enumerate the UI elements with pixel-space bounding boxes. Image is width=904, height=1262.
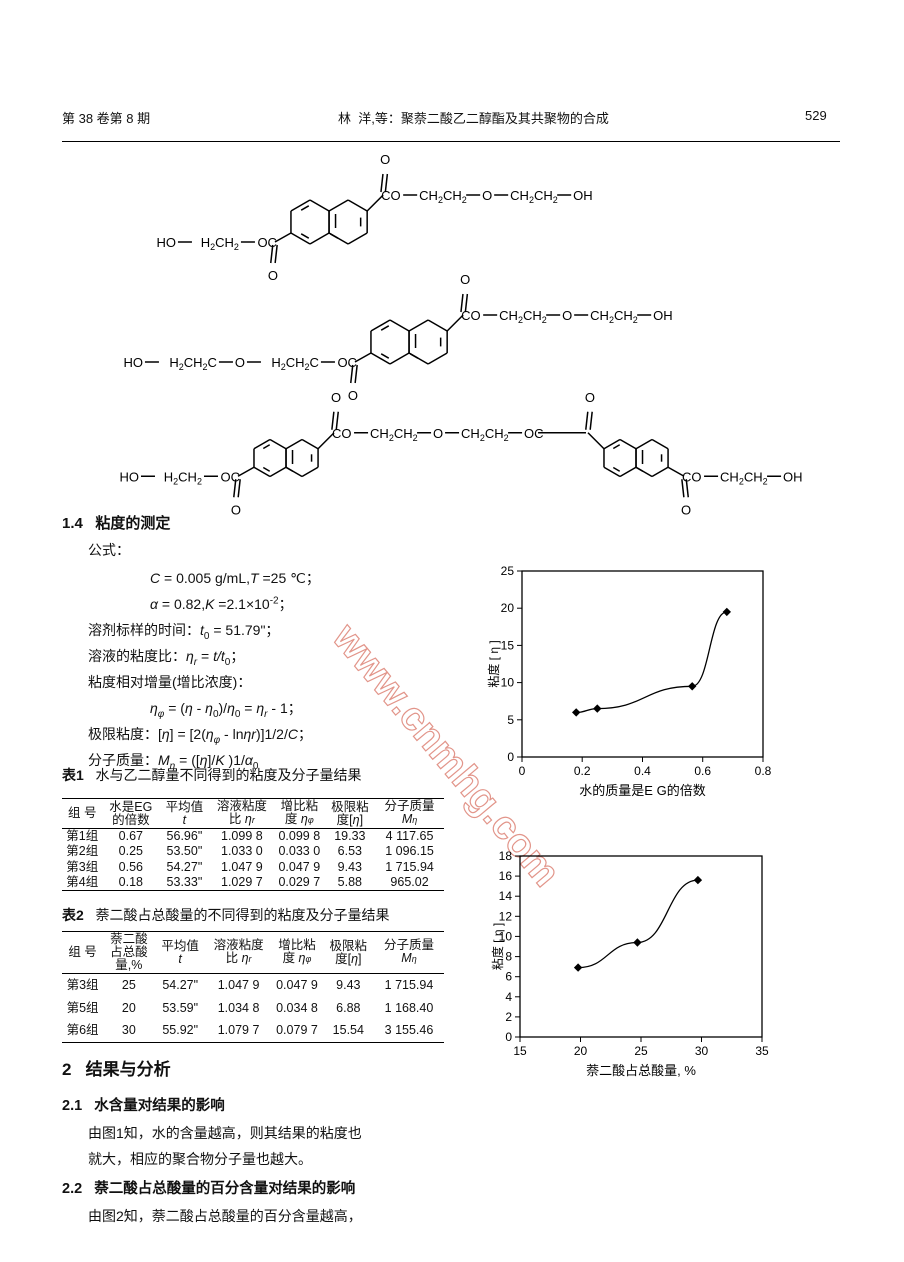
svg-text:0.4: 0.4 <box>634 764 651 778</box>
svg-text:粘度 [ η ]: 粘度 [ η ] <box>490 923 505 970</box>
svg-text:6: 6 <box>505 970 512 984</box>
svg-text:0.2: 0.2 <box>574 764 591 778</box>
svg-text:25: 25 <box>501 564 515 578</box>
svg-text:20: 20 <box>501 601 515 615</box>
svg-text:2: 2 <box>505 1010 512 1024</box>
svg-text:0: 0 <box>507 750 514 764</box>
svg-text:20: 20 <box>574 1044 588 1058</box>
svg-text:萘二酸占总酸量, %: 萘二酸占总酸量, % <box>586 1063 696 1078</box>
svg-text:0: 0 <box>505 1030 512 1044</box>
svg-text:10: 10 <box>501 676 515 690</box>
svg-text:35: 35 <box>755 1044 769 1058</box>
svg-text:15: 15 <box>513 1044 527 1058</box>
svg-text:水的质量是E G的倍数: 水的质量是E G的倍数 <box>579 783 705 798</box>
svg-text:15: 15 <box>501 638 515 652</box>
svg-text:18: 18 <box>499 849 513 863</box>
svg-text:粘度 [ η ]: 粘度 [ η ] <box>486 640 501 687</box>
svg-text:4: 4 <box>505 990 512 1004</box>
svg-text:12: 12 <box>499 909 513 923</box>
svg-text:14: 14 <box>499 889 513 903</box>
svg-text:0: 0 <box>519 764 526 778</box>
svg-text:25: 25 <box>634 1044 648 1058</box>
svg-text:8: 8 <box>505 950 512 964</box>
svg-text:5: 5 <box>507 713 514 727</box>
svg-text:16: 16 <box>499 869 513 883</box>
svg-text:0.6: 0.6 <box>694 764 711 778</box>
svg-text:30: 30 <box>695 1044 709 1058</box>
svg-text:0.8: 0.8 <box>755 764 772 778</box>
